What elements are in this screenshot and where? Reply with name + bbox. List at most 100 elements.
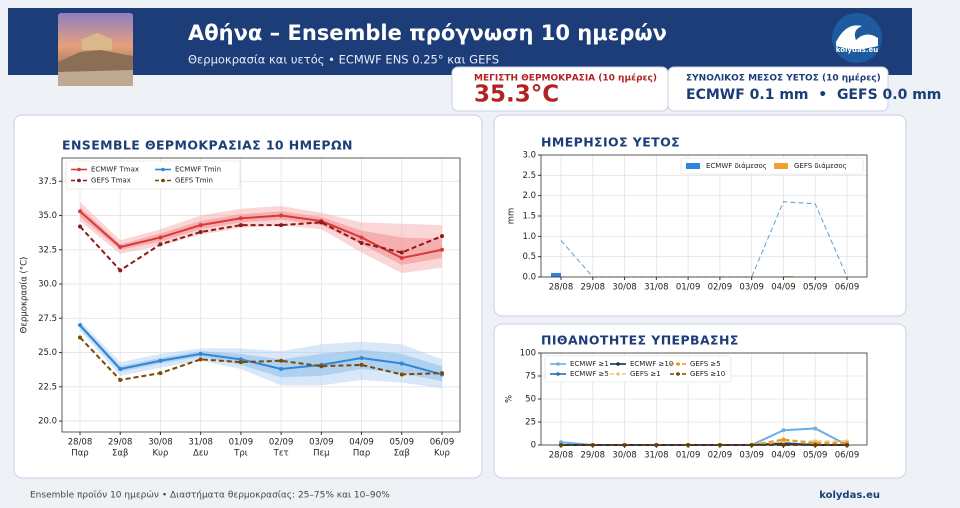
legend-swatch: [616, 362, 620, 366]
line: [79, 324, 443, 376]
y-tick-label: 1.5: [522, 212, 536, 222]
point: [319, 220, 324, 225]
plot-frame: [540, 352, 868, 446]
legend-swatch: [676, 362, 680, 366]
x-tick-label: 05/09: [390, 438, 415, 448]
legend-swatch: [556, 372, 560, 376]
bar: [551, 272, 561, 277]
x-tick-label: Τετ: [273, 449, 289, 459]
legend-label: ECMWF ≥1: [570, 360, 609, 368]
x-tick-label: 02/09: [708, 451, 733, 461]
legend-swatch: [616, 372, 620, 376]
legend-label: ECMWF Tmax: [91, 166, 139, 174]
y-axis-label: %: [505, 395, 515, 403]
x-tick-label: 05/09: [803, 451, 828, 461]
y-tick-label: 2.0: [522, 191, 536, 201]
legend-label: ECMWF Tmin: [175, 166, 221, 174]
point: [399, 250, 404, 255]
x-tick-label: 29/08: [108, 438, 133, 448]
x-tick-label: 30/08: [612, 283, 637, 293]
legend-label: ECMWF ≥5: [570, 370, 609, 378]
y-tick-label: 100: [520, 349, 536, 359]
header-image: [58, 13, 133, 86]
point: [319, 364, 324, 369]
point: [118, 245, 123, 250]
y-tick-label: 37.5: [38, 177, 57, 187]
y-tick-label: 32.5: [38, 245, 57, 255]
x-tick-label: Παρ: [71, 449, 88, 459]
x-tick-label: 31/08: [188, 438, 213, 448]
x-tick-label: 01/09: [676, 451, 701, 461]
card: [667, 66, 889, 112]
y-tick-label: 27.5: [38, 314, 57, 324]
card-label: ΜΕΓΙΣΤΗ ΘΕΡΜΟΚΡΑΣΙΑ (10 ημέρες): [474, 73, 657, 84]
x-tick-label: Τρι: [233, 449, 248, 459]
x-tick-label: 04/09: [349, 438, 374, 448]
point: [78, 323, 82, 328]
point: [198, 223, 203, 228]
legend-swatch: [161, 178, 165, 183]
point: [440, 371, 444, 376]
bar: [783, 276, 794, 277]
line: [79, 336, 443, 382]
logo: kolydas.eu: [832, 13, 882, 63]
x-tick-label: 02/09: [269, 438, 294, 448]
point: [198, 357, 203, 362]
x-tick-label: Κυρ: [152, 449, 168, 459]
y-tick-label: 2.5: [522, 171, 536, 181]
card-label: ΣΥΝΟΛΙΚΟΣ ΜΕΣΟΣ ΥΕΤΟΣ (10 ημέρες): [686, 73, 881, 84]
legend-box: [65, 160, 241, 190]
point: [118, 366, 123, 371]
x-tick-label: Παρ: [353, 449, 370, 459]
point: [440, 247, 444, 252]
chart-title: ΗΜΕΡΗΣΙΟΣ ΥΕΤΟΣ: [541, 135, 680, 150]
point: [399, 361, 404, 366]
line: [79, 221, 443, 272]
point: [279, 358, 284, 363]
x-tick-label: 02/09: [708, 283, 733, 293]
y-axis-label: Θερμοκρασία (°C): [20, 257, 30, 334]
chart-title: ENSEMBLE ΘΕΡΜΟΚΡΑΣΙΑΣ 10 ΗΜΕΡΩΝ: [62, 138, 353, 153]
legend-swatch: [77, 178, 81, 183]
legend-label: GEFS Tmin: [175, 177, 213, 185]
point: [359, 235, 364, 240]
x-tick-label: 28/08: [549, 283, 574, 293]
x-tick-label: Πεμ: [313, 449, 330, 459]
point: [279, 223, 284, 228]
legend-swatch: [686, 163, 700, 169]
footer-note: Ensemble προϊόν 10 ημερών • Διαστήματα θ…: [30, 490, 390, 501]
x-tick-label: Δευ: [193, 449, 208, 459]
point: [198, 229, 203, 234]
x-tick-label: 29/08: [581, 451, 606, 461]
legend-swatch: [774, 163, 788, 169]
y-tick-label: 3.0: [522, 151, 536, 161]
band: [80, 207, 442, 265]
x-tick-label: 04/09: [771, 451, 796, 461]
legend-swatch: [161, 167, 165, 172]
x-tick-label: Σαβ: [112, 449, 128, 459]
legend-box: [544, 355, 732, 383]
y-tick-label: 20.0: [38, 417, 57, 427]
point: [158, 235, 163, 240]
x-tick-label: 03/09: [309, 438, 334, 448]
y-axis-label: mm: [507, 208, 517, 225]
x-tick-label: 28/08: [549, 451, 574, 461]
card-value: 35.3°C: [474, 82, 559, 108]
y-tick-label: 0: [531, 441, 536, 451]
legend-label: ECMWF ≥10: [630, 360, 673, 368]
x-tick-label: Κυρ: [434, 449, 450, 459]
chart-title: ΠΙΘΑΝΟΤΗΤΕΣ ΥΠΕΡΒΑΣΗΣ: [541, 333, 739, 348]
x-tick-label: Σαβ: [394, 449, 410, 459]
legend-label: GEFS Tmax: [91, 177, 131, 185]
point: [78, 224, 82, 229]
card-value: ECMWF 0.1 mm • GEFS 0.0 mm: [686, 87, 941, 103]
x-tick-label: 06/09: [835, 283, 860, 293]
x-tick-label: 04/09: [771, 283, 796, 293]
legend-swatch: [77, 167, 81, 172]
y-tick-label: 25.0: [38, 348, 57, 358]
plot-area: [62, 158, 460, 432]
point: [279, 366, 284, 371]
point: [118, 377, 123, 382]
